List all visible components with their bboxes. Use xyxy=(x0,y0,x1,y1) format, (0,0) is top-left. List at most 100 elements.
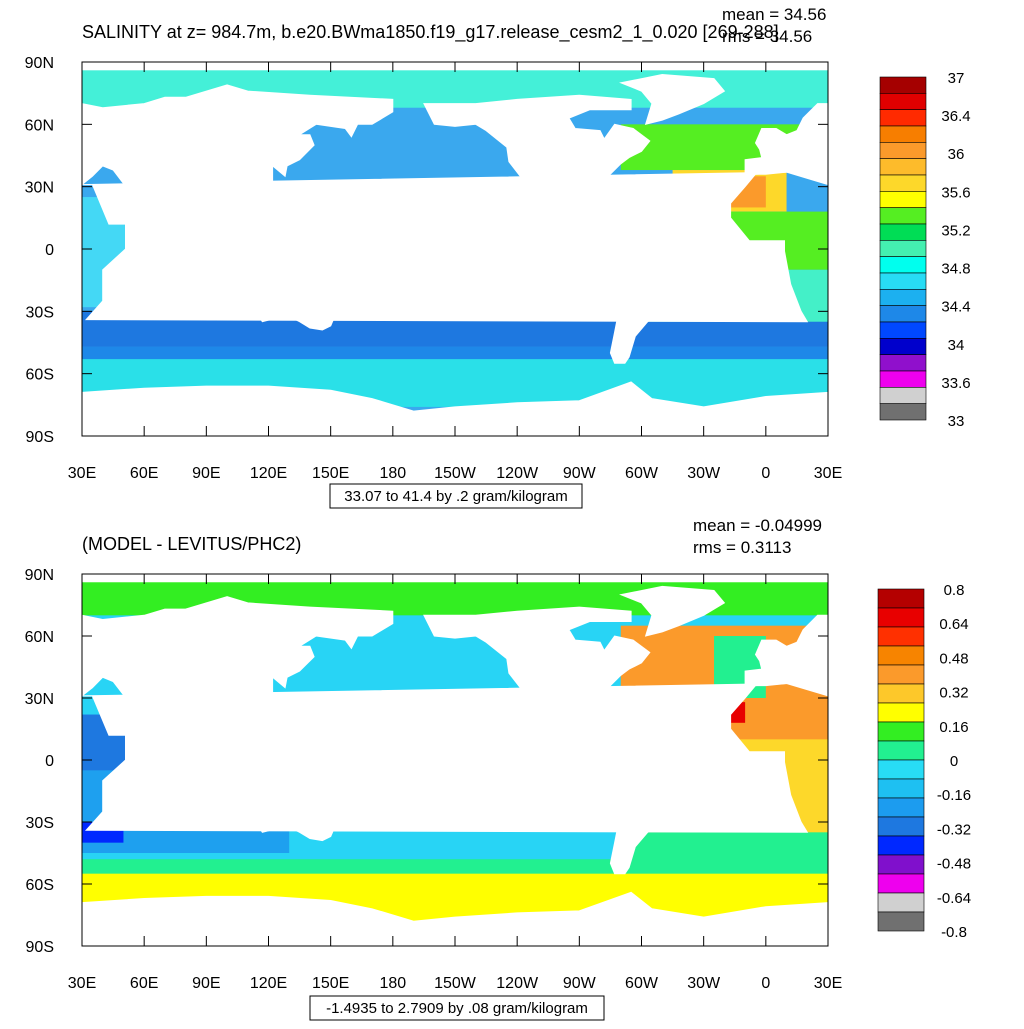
x-tick-label: 150W xyxy=(434,975,477,992)
x-tick-label: 60W xyxy=(625,465,659,482)
x-tick-label: 150E xyxy=(312,975,349,992)
colorbar-swatch xyxy=(879,338,927,355)
colorbar-label: 34 xyxy=(948,337,965,354)
x-tick-label: 60E xyxy=(130,465,158,482)
colorbar-swatch xyxy=(877,721,925,742)
contour-info: 33.07 to 41.4 by .2 gram/kilogram xyxy=(344,488,567,505)
y-tick-label: 90N xyxy=(25,567,54,584)
colorbar-swatch xyxy=(879,403,927,421)
colorbar-label: 35.6 xyxy=(941,184,970,201)
x-tick-label: 120E xyxy=(250,465,287,482)
mean-label: mean = 34.56 xyxy=(722,5,826,24)
colorbar-swatch xyxy=(877,911,925,932)
land-greenland xyxy=(619,585,726,637)
colorbar-swatch xyxy=(879,174,927,192)
colorbar-swatch xyxy=(877,778,925,799)
map-area xyxy=(82,62,828,436)
x-tick-label: 30E xyxy=(814,465,842,482)
colorbar-label: 36 xyxy=(948,146,965,163)
map-area xyxy=(82,574,828,946)
x-tick-label: 90E xyxy=(192,465,220,482)
panel-title: SALINITY at z= 984.7m, b.e20.BWma1850.f1… xyxy=(82,22,779,43)
y-tick-label: 90S xyxy=(26,939,54,956)
colorbar-swatch xyxy=(879,240,927,257)
colorbar-swatch xyxy=(879,321,927,339)
y-tick-label: 60N xyxy=(25,629,54,646)
colorbar-swatch xyxy=(877,835,925,856)
colorbar-swatch xyxy=(877,702,925,723)
colorbar-swatch xyxy=(877,816,925,837)
y-tick-label: 30S xyxy=(26,304,54,321)
colorbar-swatch xyxy=(879,272,927,290)
colorbar-swatch xyxy=(879,256,927,274)
land-samerica xyxy=(599,223,694,364)
land-eurasia xyxy=(82,84,394,247)
x-tick-label: 120W xyxy=(496,975,539,992)
colorbar-swatch xyxy=(877,588,925,609)
rms-label: rms = 34.56 xyxy=(722,27,812,46)
x-tick-label: 60E xyxy=(130,975,158,992)
x-tick-label: 150W xyxy=(434,465,477,482)
colorbar-swatch xyxy=(879,191,927,208)
colorbar-swatch xyxy=(877,626,925,647)
colorbar-swatch xyxy=(879,370,927,388)
colorbar-label: 37 xyxy=(948,70,965,87)
y-tick-label: 0 xyxy=(45,242,54,259)
contour-info: -1.4935 to 2.7909 by .08 gram/kilogram xyxy=(326,1000,588,1017)
colorbar-label: 33.6 xyxy=(941,375,970,392)
land-samerica xyxy=(599,734,694,875)
x-tick-label: 90W xyxy=(563,975,597,992)
colorbar-label: 0.32 xyxy=(939,685,968,702)
land-namerica xyxy=(423,94,651,231)
colorbar-swatch xyxy=(879,387,927,404)
panel-1: SALINITY at z= 984.7m, b.e20.BWma1850.f1… xyxy=(25,5,971,509)
colorbar-label: 34.8 xyxy=(941,261,970,278)
colorbar-swatch xyxy=(877,683,925,704)
x-tick-label: 0 xyxy=(761,465,770,482)
x-tick-label: 0 xyxy=(761,975,770,992)
contour-info-box xyxy=(329,483,583,509)
colorbar-label: -0.48 xyxy=(937,856,971,873)
colorbar-swatch xyxy=(879,305,927,323)
x-tick-label: 30W xyxy=(687,975,721,992)
x-tick-label: 90E xyxy=(192,975,220,992)
colorbar-swatch xyxy=(877,645,925,666)
x-tick-label: 30W xyxy=(687,465,721,482)
land-namerica xyxy=(423,606,651,742)
y-tick-label: 60S xyxy=(26,367,54,384)
y-tick-label: 90N xyxy=(25,55,54,72)
colorbar-swatch xyxy=(879,207,927,225)
land-europe xyxy=(744,103,828,186)
land-eurasia xyxy=(82,596,394,758)
colorbar-label: -0.8 xyxy=(941,924,967,941)
mean-label: mean = -0.04999 xyxy=(693,516,822,535)
land-australia xyxy=(255,271,338,331)
colorbar-label: -0.64 xyxy=(937,890,971,907)
x-tick-label: 90W xyxy=(563,465,597,482)
colorbar-swatch xyxy=(879,93,927,110)
colorbar-swatch xyxy=(877,664,925,685)
ocean-field xyxy=(631,832,828,868)
y-tick-label: 30N xyxy=(25,180,54,197)
colorbar-swatch xyxy=(879,223,927,241)
y-tick-label: 60N xyxy=(25,117,54,134)
x-tick-label: 30E xyxy=(68,975,96,992)
x-tick-label: 30E xyxy=(814,975,842,992)
colorbar-label: -0.32 xyxy=(937,821,971,838)
panel-title: (MODEL - LEVITUS/PHC2) xyxy=(82,534,301,554)
colorbar-swatch xyxy=(877,607,925,628)
colorbar-swatch xyxy=(879,142,927,159)
colorbar-label: 33 xyxy=(948,413,965,430)
y-tick-label: 0 xyxy=(45,753,54,770)
land-europe xyxy=(744,614,828,697)
colorbar-label: 0 xyxy=(950,753,958,770)
colorbar-label: 0.8 xyxy=(944,582,965,599)
x-tick-label: 30E xyxy=(68,465,96,482)
x-tick-label: 120E xyxy=(250,975,287,992)
colorbar-swatch xyxy=(877,759,925,780)
x-tick-label: 120W xyxy=(496,465,539,482)
colorbar-label: 36.4 xyxy=(941,108,970,125)
colorbar-label: 0.48 xyxy=(939,650,968,667)
colorbar-label: 35.2 xyxy=(941,222,970,239)
